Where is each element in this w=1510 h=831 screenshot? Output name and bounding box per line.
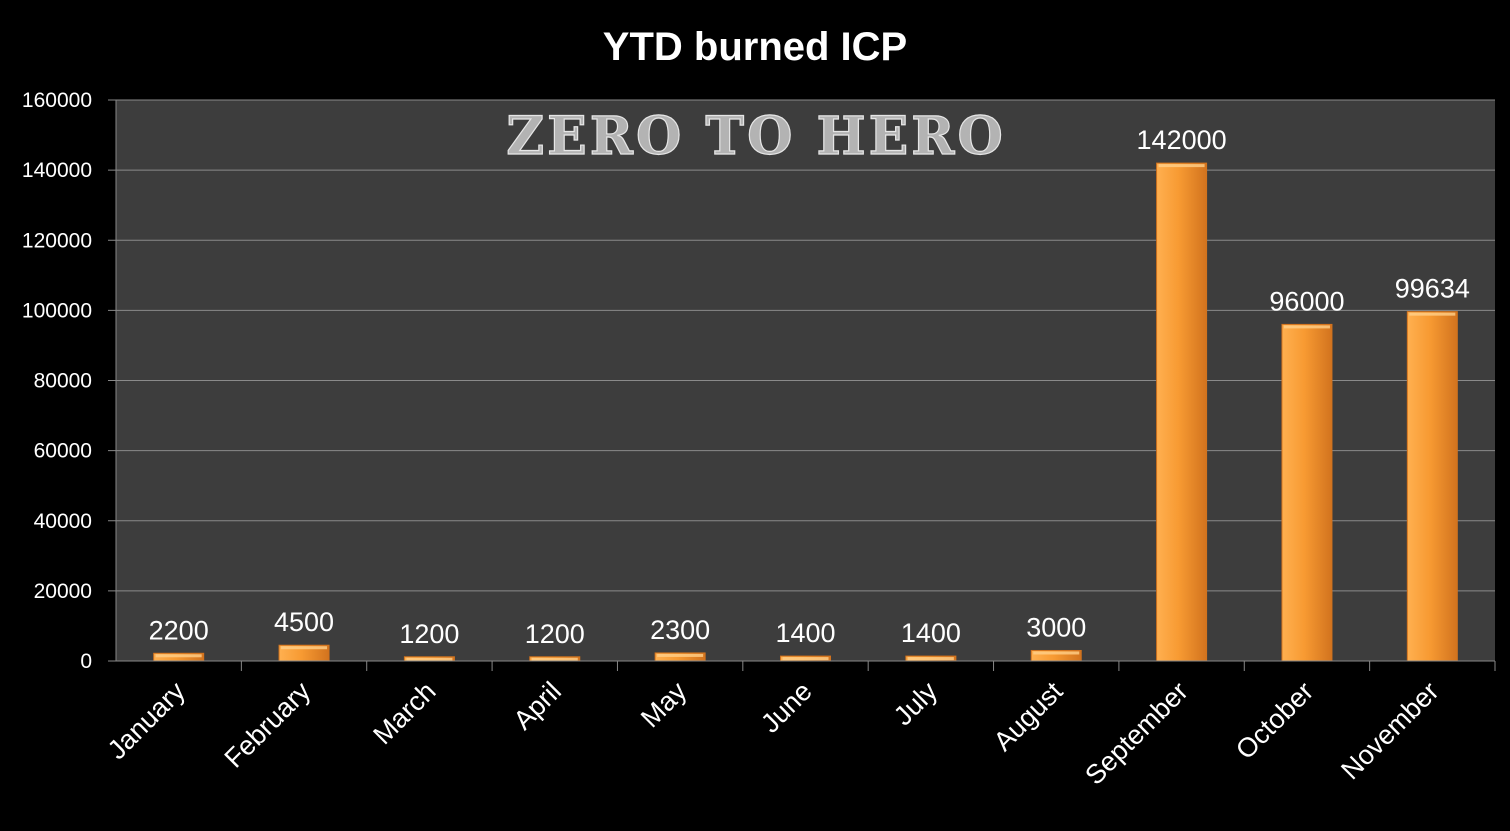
x-tick-label: February [219,676,317,774]
data-label-april: 1200 [525,619,585,649]
watermark-text: ZERO TO HERO [506,106,1006,167]
chart-title: YTD burned ICP [603,25,907,69]
x-tick-label: August [988,676,1069,757]
data-label-november: 99634 [1395,274,1470,304]
x-tick-label: January [102,676,191,765]
y-tick-label: 60000 [34,440,92,463]
data-label-october: 96000 [1269,286,1344,316]
x-tick-label: June [755,676,818,739]
bar-october [1281,323,1333,662]
bar-november [1406,311,1458,662]
data-label-may: 2300 [650,615,710,645]
bars [153,162,1458,662]
data-label-august: 3000 [1026,612,1086,642]
x-tick-label: September [1079,676,1194,791]
y-tick-label: 40000 [34,510,92,533]
gridlines [116,99,1495,592]
bar-highlight [155,654,202,658]
y-tick-label: 20000 [34,580,92,603]
x-tick-label: April [508,676,567,735]
bar-highlight [1409,312,1456,316]
y-tick-label: 120000 [22,229,92,252]
y-tick-label: 0 [80,650,92,673]
bar-highlight [1158,164,1205,168]
bar-highlight [1033,651,1080,655]
bar-highlight [406,657,453,661]
data-label-september: 142000 [1137,125,1227,155]
y-tick-label: 160000 [22,89,92,112]
x-tick-label: March [367,676,441,750]
x-tick-label: July [888,676,944,732]
x-axis: January February March April May June July Augu… [102,660,1496,791]
data-label-february: 4500 [274,607,334,637]
data-label-july: 1400 [901,618,961,648]
data-label-march: 1200 [399,619,459,649]
data-label-january: 2200 [149,615,209,645]
bar-highlight [1283,325,1330,329]
bar-highlight [657,653,704,657]
bar-highlight [907,657,954,661]
y-tick-label: 100000 [22,299,92,322]
x-tick-label: May [635,676,693,734]
bar-highlight [782,657,829,661]
x-tick-label: November [1335,676,1444,785]
y-tick-label: 80000 [34,370,92,393]
bar-highlight [281,646,328,650]
y-tick-label: 140000 [22,159,92,182]
data-label-june: 1400 [775,618,835,648]
bar-highlight [531,657,578,661]
x-tick-label: October [1230,676,1319,765]
y-axis: 0 20000 40000 60000 80000 100000 120000 140000 1… [22,89,117,673]
data-labels: 2200 4500 1200 1200 2300 1400 1400 3000 142000 96… [149,125,1470,649]
bar-september [1156,162,1208,662]
